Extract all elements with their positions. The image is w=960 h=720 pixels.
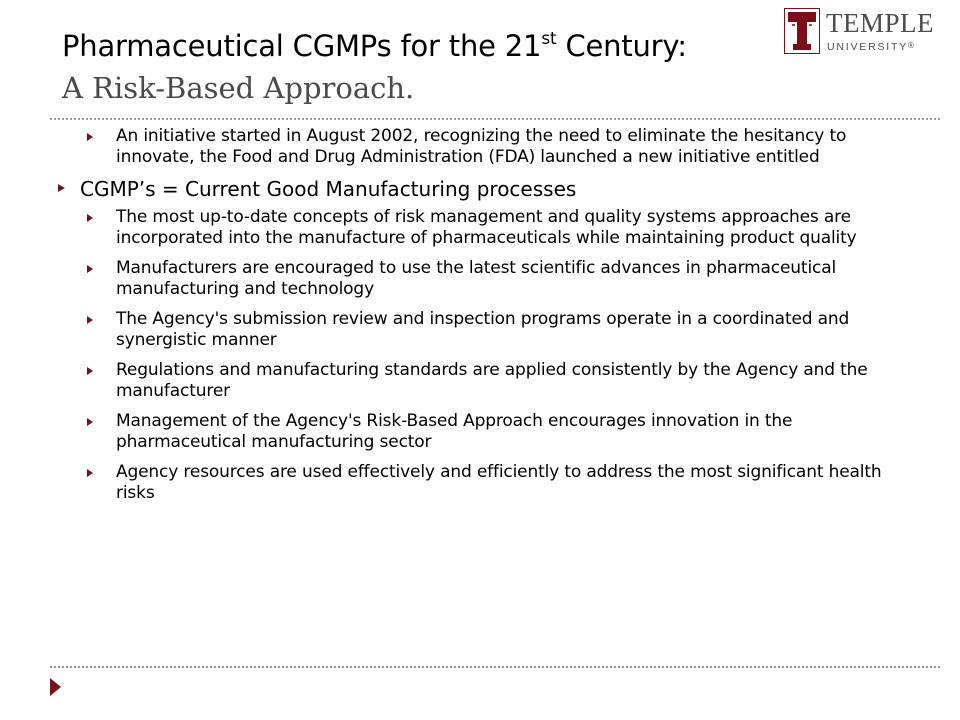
bullet-item: CGMP’s = Current Good Manufacturing proc…: [50, 177, 920, 201]
title-line-1: Pharmaceutical CGMPs for the 21st Centur…: [62, 24, 782, 68]
temple-t-logo-icon: [784, 8, 820, 54]
sub-bullet-item: An initiative started in August 2002, re…: [50, 126, 920, 168]
title-main: Pharmaceutical CGMPs for the 21: [62, 29, 542, 63]
temple-university-logo: TEMPLE UNIVERSITY®: [784, 6, 944, 56]
bullet-arrow-icon: [87, 469, 93, 477]
bottom-divider: [50, 666, 940, 668]
bullet-text: Regulations and manufacturing standards …: [116, 360, 868, 401]
sub-bullet-item: The Agency's submission review and inspe…: [50, 309, 920, 351]
logo-wordmark-temple: TEMPLE: [826, 8, 934, 38]
top-divider: [50, 118, 940, 120]
bullet-list: An initiative started in August 2002, re…: [50, 126, 920, 513]
bullet-arrow-icon: [87, 133, 93, 141]
bullet-arrow-icon: [58, 184, 65, 192]
bullet-text: The most up-to-date concepts of risk man…: [116, 207, 857, 248]
bullet-arrow-icon: [87, 214, 93, 222]
bullet-text: Manufacturers are encouraged to use the …: [116, 258, 837, 299]
title-superscript: st: [541, 29, 557, 49]
bullet-text: Agency resources are used effectively an…: [116, 462, 882, 503]
sub-bullet-item: Management of the Agency's Risk-Based Ap…: [50, 411, 920, 453]
slide-subtitle: A Risk-Based Approach.: [62, 71, 415, 105]
sub-bullet-item: The most up-to-date concepts of risk man…: [50, 207, 920, 249]
logo-wordmark-university: UNIVERSITY®: [827, 41, 914, 53]
bullet-arrow-icon: [87, 367, 93, 375]
sub-bullet-item: Agency resources are used effectively an…: [50, 462, 920, 504]
bullet-text: CGMP’s = Current Good Manufacturing proc…: [80, 177, 577, 201]
sub-bullet-item: Manufacturers are encouraged to use the …: [50, 258, 920, 300]
title-end: Century:: [556, 29, 687, 63]
bullet-text: The Agency's submission review and inspe…: [116, 309, 850, 350]
slide-title: Pharmaceutical CGMPs for the 21st Centur…: [62, 24, 782, 108]
footer-arrow-icon: [50, 678, 61, 696]
bullet-arrow-icon: [87, 265, 93, 273]
bullet-arrow-icon: [87, 418, 93, 426]
sub-bullet-item: Regulations and manufacturing standards …: [50, 360, 920, 402]
registered-mark: ®: [908, 41, 914, 50]
bullet-text: Management of the Agency's Risk-Based Ap…: [116, 411, 793, 452]
bullet-arrow-icon: [87, 316, 93, 324]
bullet-text: An initiative started in August 2002, re…: [116, 126, 847, 167]
